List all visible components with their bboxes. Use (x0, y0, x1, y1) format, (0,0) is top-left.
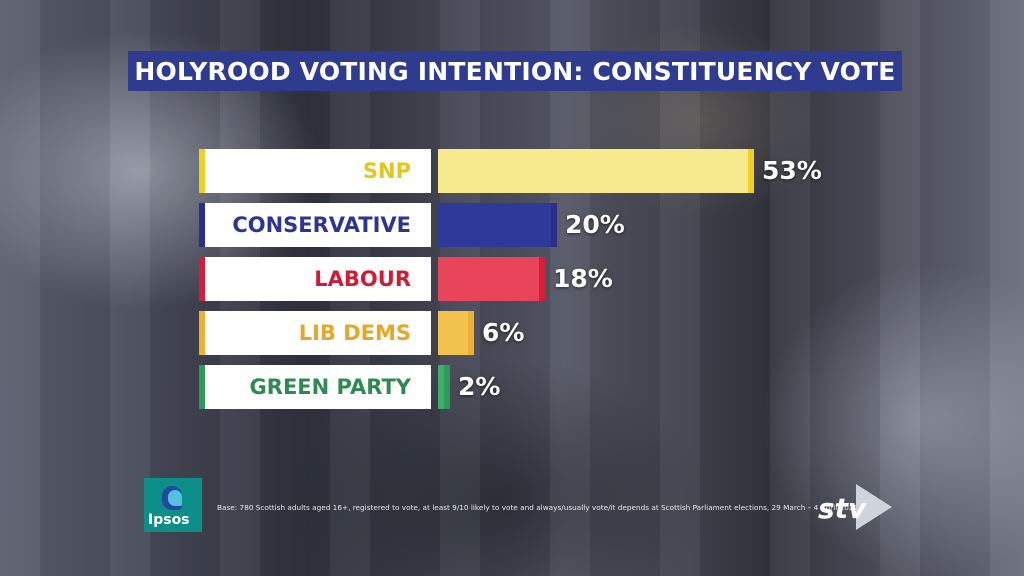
value-label-2: 18% (553, 264, 613, 293)
category-label-3: LIB DEMS (199, 311, 431, 355)
stv-logo: stv (818, 484, 892, 530)
category-label-text-4: GREEN PARTY (249, 375, 411, 399)
label-accent-0 (199, 149, 205, 193)
category-label-2: LABOUR (199, 257, 431, 301)
bar-edge-1 (551, 203, 557, 247)
bar-edge-2 (539, 257, 545, 301)
bar-4 (438, 365, 450, 409)
bar-1 (438, 203, 557, 247)
value-label-3: 6% (482, 318, 525, 347)
ipsos-logo: Ipsos (144, 478, 202, 532)
bar-edge-4 (444, 365, 450, 409)
label-accent-1 (199, 203, 205, 247)
stv-logo-text: stv (818, 492, 867, 525)
chart-title: HOLYROOD VOTING INTENTION: CONSTITUENCY … (134, 56, 896, 86)
bar-0 (438, 149, 754, 193)
bar-edge-3 (468, 311, 474, 355)
value-label-4: 2% (458, 372, 501, 401)
bar-3 (438, 311, 474, 355)
value-label-0: 53% (762, 156, 822, 185)
ipsos-logo-text: Ipsos (148, 512, 190, 528)
category-label-text-0: SNP (362, 159, 411, 183)
category-label-text-3: LIB DEMS (298, 321, 411, 345)
chart-title-banner: HOLYROOD VOTING INTENTION: CONSTITUENCY … (128, 51, 902, 91)
value-label-1: 20% (565, 210, 625, 239)
category-label-4: GREEN PARTY (199, 365, 431, 409)
category-label-text-2: LABOUR (314, 267, 411, 291)
category-label-0: SNP (199, 149, 431, 193)
label-accent-3 (199, 311, 205, 355)
bar-2 (438, 257, 545, 301)
footnote: Base: 780 Scottish adults aged 16+, regi… (217, 503, 859, 512)
bar-edge-0 (748, 149, 754, 193)
category-label-text-1: CONSERVATIVE (232, 213, 411, 237)
ipsos-head-highlight-icon (168, 490, 182, 506)
stv-triangle-icon (856, 484, 892, 530)
category-label-1: CONSERVATIVE (199, 203, 431, 247)
label-accent-4 (199, 365, 205, 409)
label-accent-2 (199, 257, 205, 301)
